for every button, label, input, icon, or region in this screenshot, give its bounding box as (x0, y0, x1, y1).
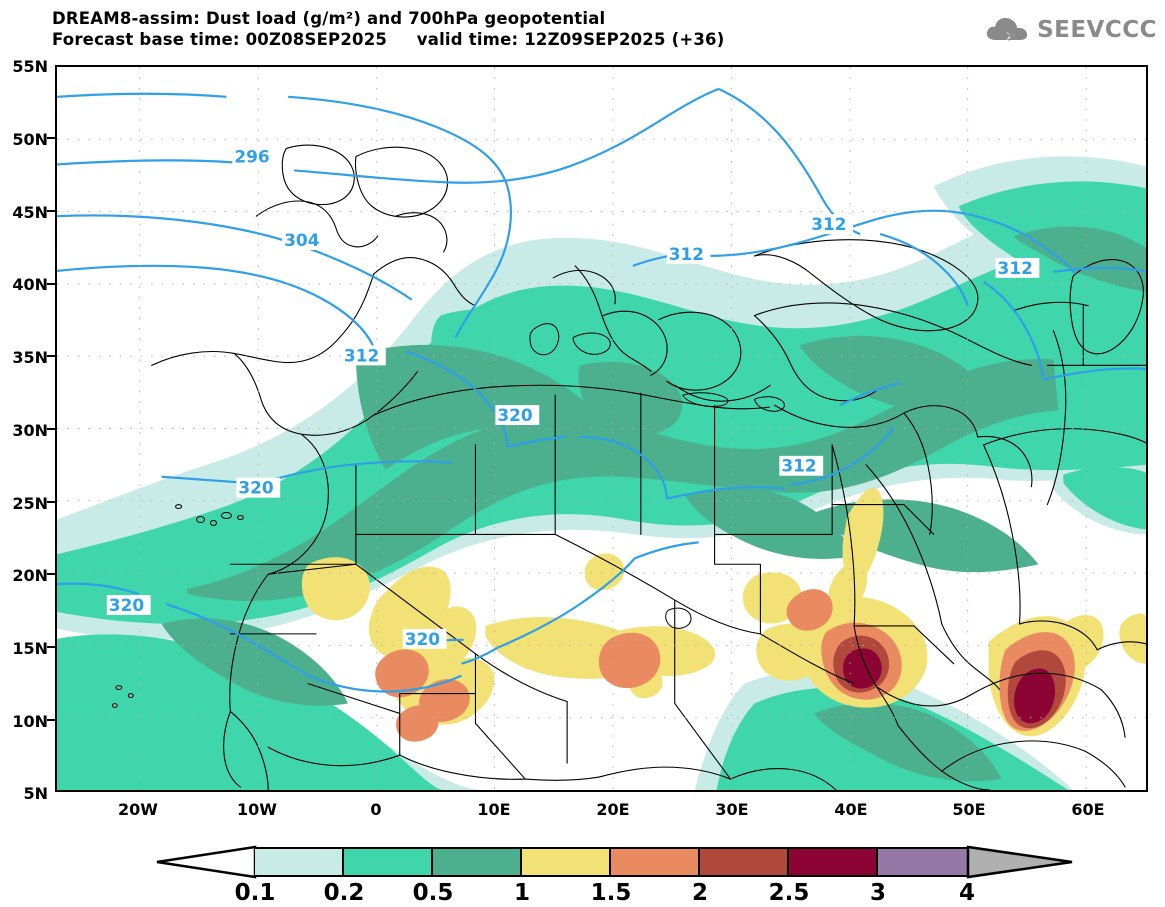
x-tick-label: 50E (952, 800, 986, 819)
cloud-icon (986, 17, 1028, 41)
y-tick (47, 137, 55, 139)
y-tick-label: 40N (12, 275, 48, 294)
colorbar-under-arrow (156, 845, 257, 879)
y-tick (47, 646, 55, 648)
contour-labels: 296 304 312 312 312 312 312 320 320 320 … (106, 146, 1040, 649)
colorbar-bin-0[interactable] (255, 849, 344, 875)
y-tick (47, 283, 55, 285)
svg-text:320: 320 (405, 629, 440, 649)
svg-text:312: 312 (998, 258, 1033, 278)
x-tick-label: 60E (1071, 800, 1105, 819)
page-title: DREAM8-assim: Dust load (g/m²) and 700hP… (52, 9, 606, 28)
y-tick (47, 210, 55, 212)
colorbar-tick-label: 2 (691, 880, 709, 906)
colorbar-bin-3[interactable] (522, 849, 611, 875)
y-tick-label: 10N (12, 712, 48, 731)
colorbar-tick-label: 1 (513, 880, 531, 906)
svg-text:312: 312 (781, 456, 816, 476)
dust-load-contour-fill (57, 156, 1146, 790)
colorbar-bin-5[interactable] (700, 849, 789, 875)
colorbar-tick-label: 0.2 (323, 880, 365, 906)
x-tick-label: 10W (237, 800, 277, 819)
x-tick-label: 20E (596, 800, 630, 819)
svg-text:320: 320 (238, 478, 273, 498)
svg-text:320: 320 (497, 405, 532, 425)
colorbar-bin-2[interactable] (433, 849, 522, 875)
y-tick-label: 15N (12, 639, 48, 658)
y-tick-label: 35N (12, 348, 48, 367)
svg-text:312: 312 (669, 244, 704, 264)
y-tick-label: 30N (12, 421, 48, 440)
colorbar-bin-7[interactable] (878, 849, 967, 875)
colorbar-segments[interactable] (255, 847, 967, 877)
svg-text:296: 296 (234, 146, 269, 166)
forecast-time-subtitle: Forecast base time: 00Z08SEP2025 valid t… (52, 30, 725, 49)
colorbar-bin-1[interactable] (344, 849, 433, 875)
colorbar-bin-4[interactable] (611, 849, 700, 875)
seevccc-logo: SEEVCCC (984, 14, 1157, 46)
svg-text:312: 312 (344, 345, 379, 365)
colorbar-tick-label: 0.5 (412, 880, 454, 906)
colorbar-tick-label: 3 (869, 880, 887, 906)
y-tick (47, 355, 55, 357)
y-tick (47, 428, 55, 430)
colorbar-tick-label: 0.1 (234, 880, 276, 906)
y-tick (47, 501, 55, 503)
svg-text:312: 312 (811, 214, 846, 234)
colorbar-over-arrow (966, 845, 1073, 879)
colorbar-bin-6[interactable] (789, 849, 878, 875)
map-plot-area[interactable]: 296 304 312 312 312 312 312 320 320 320 … (55, 65, 1148, 792)
colorbar-tick-label: 4 (958, 880, 976, 906)
coastlines-and-borders (111, 144, 1146, 790)
logo-text: SEEVCCC (1037, 17, 1157, 43)
colorbar-tick-label: 1.5 (590, 880, 632, 906)
y-tick-label: 25N (12, 494, 48, 513)
x-tick-label: 30E (715, 800, 749, 819)
svg-text:304: 304 (284, 230, 319, 250)
svg-text:320: 320 (109, 595, 144, 615)
x-tick-label: 10E (477, 800, 511, 819)
title-block: DREAM8-assim: Dust load (g/m²) and 700hP… (52, 8, 952, 50)
y-tick-label: 45N (12, 203, 48, 222)
dust-load-map: 296 304 312 312 312 312 312 320 320 320 … (57, 67, 1146, 790)
y-tick-label: 50N (12, 130, 48, 149)
y-tick (47, 573, 55, 575)
y-tick-label: 5N (23, 784, 48, 803)
colorbar[interactable]: 0.1 0.2 0.5 1 1.5 2 2.5 3 4 (0, 840, 1165, 907)
x-tick-label: 20W (118, 800, 158, 819)
y-tick (47, 719, 55, 721)
x-tick-label: 0 (370, 800, 382, 819)
colorbar-tick-label: 2.5 (768, 880, 810, 906)
y-tick-label: 20N (12, 566, 48, 585)
y-tick-label: 55N (12, 57, 48, 76)
x-tick-label: 40E (834, 800, 868, 819)
latlon-gridlines (57, 67, 1146, 790)
